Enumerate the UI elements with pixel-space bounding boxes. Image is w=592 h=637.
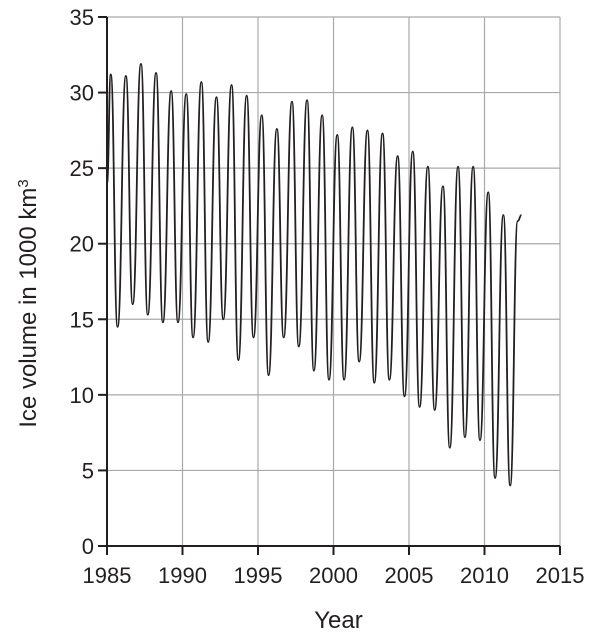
y-ticks: 0 5 10 15 20 25 30 35 <box>70 5 107 559</box>
y-tick-label: 30 <box>70 81 94 106</box>
x-tick-label: 1995 <box>234 563 283 588</box>
x-tick-label: 2010 <box>460 563 509 588</box>
x-tick-label: 2000 <box>309 563 358 588</box>
x-ticks: 1985 1990 1995 2000 2005 2010 2015 <box>83 546 585 588</box>
x-tick-label: 1990 <box>158 563 207 588</box>
x-axis-title: Year <box>314 607 363 634</box>
y-axis-title-main: Ice volume in 1000 km <box>15 188 42 428</box>
y-tick-label: 25 <box>70 156 94 181</box>
x-tick-label: 2005 <box>385 563 434 588</box>
y-tick-label: 5 <box>82 458 94 483</box>
ice-volume-series-line <box>106 62 522 487</box>
y-axis-title-superscript: 3 <box>15 179 32 187</box>
y-tick-label: 35 <box>70 5 94 30</box>
x-tick-label: 2015 <box>536 563 585 588</box>
y-axis-title: Ice volume in 1000 km3 <box>15 179 43 427</box>
y-tick-label: 15 <box>70 307 94 332</box>
y-tick-label: 20 <box>70 232 94 257</box>
x-tick-label: 1985 <box>83 563 132 588</box>
series-layer <box>106 62 522 487</box>
y-tick-label: 0 <box>82 534 94 559</box>
y-tick-label: 10 <box>70 383 94 408</box>
